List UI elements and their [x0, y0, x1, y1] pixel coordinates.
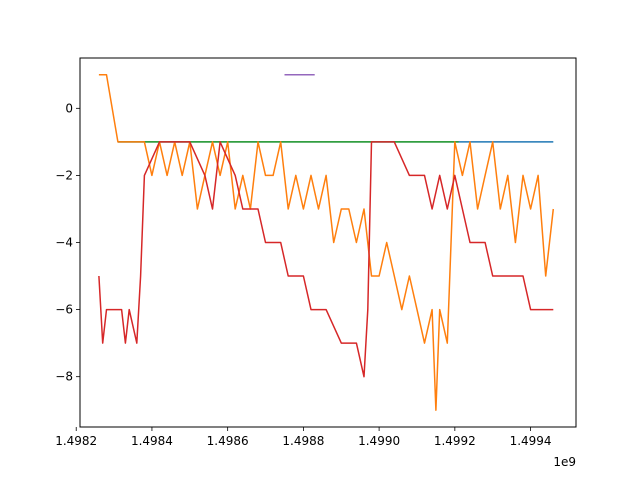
series-layer — [98, 74, 555, 411]
y-tick-label: −8 — [55, 370, 73, 384]
y-tick-label: −6 — [55, 303, 73, 317]
x-tick-label: 1.4994 — [510, 434, 552, 448]
y-tick-label: −2 — [55, 168, 73, 182]
x-tick-label: 1.4988 — [282, 434, 324, 448]
x-offset-label: 1e9 — [553, 455, 576, 469]
x-tick-label: 1.4990 — [358, 434, 400, 448]
y-axis: 0 −2 −4 −6 −8 — [55, 101, 80, 384]
x-tick-label: 1.4986 — [207, 434, 249, 448]
y-tick-label: 0 — [65, 101, 73, 115]
series-line-5 — [98, 141, 554, 378]
x-axis: 1.4982 1.4984 1.4986 1.4988 1.4990 1.4992 1.49… — [55, 427, 552, 448]
y-tick-label: −4 — [55, 236, 73, 250]
x-tick-label: 1.4992 — [434, 434, 476, 448]
series-line-4 — [98, 74, 555, 411]
plot-area — [80, 58, 576, 427]
x-tick-label: 1.4982 — [55, 434, 97, 448]
x-tick-label: 1.4984 — [131, 434, 173, 448]
